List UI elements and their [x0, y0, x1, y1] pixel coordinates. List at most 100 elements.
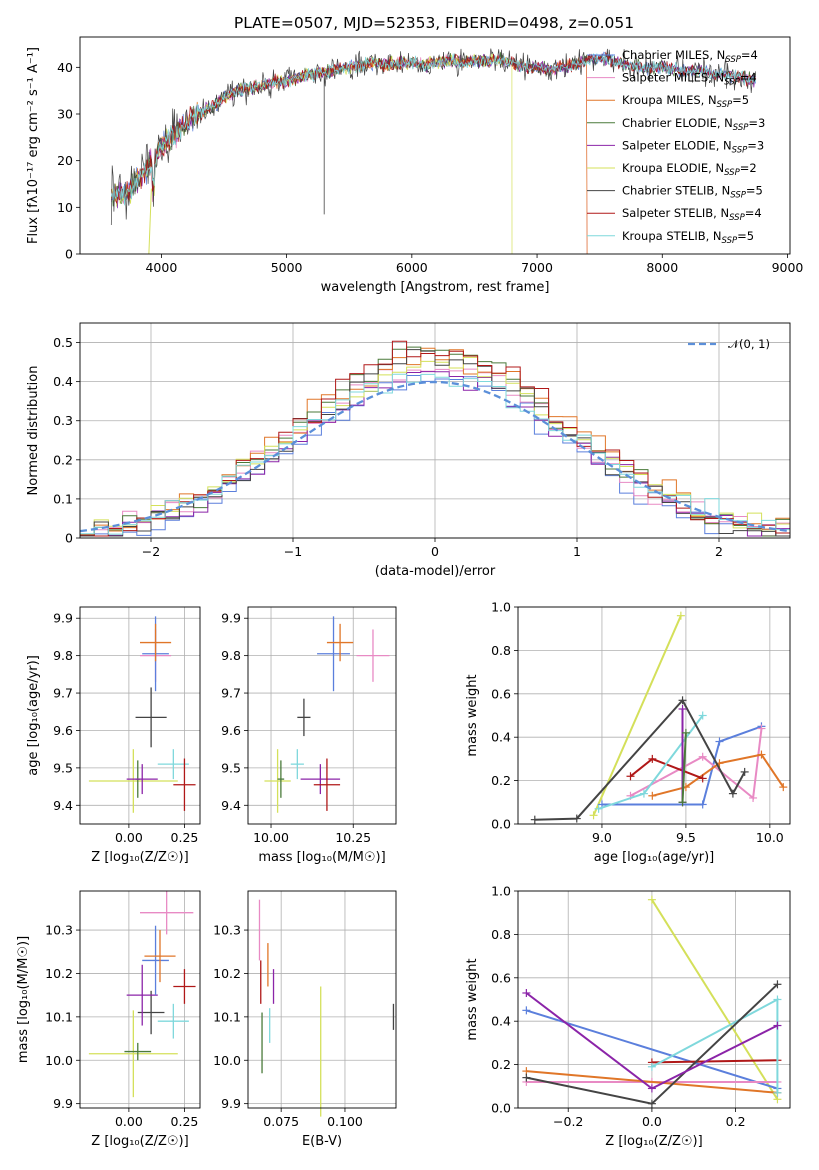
x-tick-label: 0.00: [115, 830, 143, 845]
weight-line: [651, 899, 779, 1100]
y-tick-label: 10.2: [213, 966, 241, 981]
axes-frame: [247, 890, 397, 1109]
x-tick-label: 9.0: [592, 830, 612, 845]
weight-line: [534, 698, 746, 821]
axes-frame: [79, 36, 791, 255]
weight-line: [526, 1009, 778, 1090]
x-axis-label: age [log₁₀(age/yr)]: [594, 850, 715, 865]
spectrum-line: [110, 52, 513, 255]
y-tick-label: 0.0: [491, 1101, 511, 1116]
x-axis-label: Z [log₁₀(Z/Z☉)]: [605, 1134, 702, 1149]
histogram-step: [80, 373, 790, 535]
legend-n: =4: [745, 206, 762, 220]
legend-n: =4: [741, 48, 758, 62]
figure-title: PLATE=0507, MJD=52353, FIBERID=0498, z=0…: [234, 14, 634, 32]
age-vs-metallicity-panel: 0.00 0.25 9.4 9.5 9.6 9.7 9.8 9.9 Z [log₁₀(Z/Z☉)…: [26, 606, 201, 865]
y-tick-label: 10.0: [45, 1053, 73, 1068]
x-tick-label: 9000: [772, 260, 804, 275]
x-tick-label: 0.075: [263, 1114, 299, 1129]
x-tick-label: 2: [715, 544, 723, 559]
y-tick-label: 10.0: [213, 1053, 241, 1068]
x-tick-label: 0.2: [726, 1114, 746, 1129]
axes-frame: [79, 890, 201, 1109]
legend-label: Chabrier MILES, NSSP=4: [622, 48, 758, 65]
y-tick-label: 0.8: [491, 927, 511, 942]
weight-line: [681, 732, 687, 803]
age-vs-mass-panel: 10.00 10.25 9.4 9.5 9.6 9.7 9.8 9.9 mass [log₁₀(…: [221, 606, 397, 865]
x-tick-label: 0.00: [115, 1114, 143, 1129]
legend-subscript: SSP: [730, 191, 746, 201]
y-tick-label: 0.0: [491, 817, 511, 832]
x-axis-label: (data-model)/error: [375, 564, 496, 579]
normal-reference-curve: [79, 380, 791, 533]
legend-n: =3: [747, 138, 764, 152]
legend-n: =5: [732, 93, 749, 107]
histogram-step: [80, 340, 790, 537]
histogram-step: [80, 371, 790, 537]
y-tick-label: 10.3: [45, 923, 73, 938]
legend-label: Salpeter MILES, NSSP=4: [622, 71, 757, 88]
y-tick-label: 9.7: [53, 686, 73, 701]
spectrum-line: [110, 53, 756, 206]
spectrum-line: [110, 54, 588, 255]
y-tick-label: 1.0: [491, 884, 511, 899]
weight-line: [602, 725, 762, 806]
y-tick-label: 9.8: [221, 648, 241, 663]
spectrum-line: [110, 48, 756, 226]
y-tick-label: 9.9: [221, 1096, 241, 1111]
x-tick-label: −2: [142, 544, 160, 559]
axes-frame: [517, 890, 791, 1109]
y-tick-label: 10.3: [213, 923, 241, 938]
y-tick-label: 0.8: [491, 643, 511, 658]
y-tick-label: 9.9: [221, 611, 241, 626]
mass-vs-metallicity-panel: 0.00 0.25 9.9 10.0 10.1 10.2 10.3 Z [log₁₀(Z/Z☉…: [16, 890, 201, 1149]
x-tick-label: 1: [573, 544, 581, 559]
axes-frame: [247, 606, 397, 825]
x-tick-label: 10.0: [756, 830, 784, 845]
legend-subscript: SSP: [733, 123, 749, 133]
y-tick-label: 0.3: [53, 413, 73, 428]
x-axis-label: wavelength [Angstrom, rest frame]: [321, 280, 550, 295]
x-tick-label: 6000: [396, 260, 428, 275]
legend-label: Kroupa STELIB, NSSP=5: [622, 229, 754, 246]
y-tick-label: 9.9: [53, 611, 73, 626]
x-tick-label: 0: [431, 544, 439, 559]
weight-vs-age-panel: 9.0 9.5 10.0 0.0 0.2 0.4 0.6 0.8 1.0 age [log₁₀(a…: [465, 600, 791, 865]
y-axis-label: mass weight: [465, 674, 480, 756]
y-axis-label: mass weight: [465, 958, 480, 1040]
y-tick-label: 0.1: [53, 491, 73, 506]
legend-subscript: SSP: [724, 168, 740, 178]
y-tick-label: 0.5: [53, 335, 73, 350]
y-axis-label: age [log₁₀(age/yr)]: [26, 655, 41, 776]
y-tick-label: 9.4: [221, 798, 241, 813]
x-tick-label: 0.100: [327, 1114, 363, 1129]
weight-line: [652, 753, 785, 797]
y-tick-label: 1.0: [491, 600, 511, 615]
legend-subscript: SSP: [724, 78, 740, 88]
mass-vs-ebv-panel: 0.075 0.100 9.9 10.0 10.1 10.2 10.3 E(B-V): [213, 890, 397, 1149]
y-tick-label: 9.9: [53, 1096, 73, 1111]
x-tick-label: 5000: [271, 260, 303, 275]
y-tick-label: 0.2: [491, 773, 511, 788]
x-tick-label: −1: [284, 544, 302, 559]
y-tick-label: 0.6: [491, 970, 511, 985]
y-axis-label: Flux [fλ10⁻¹⁷ erg cm⁻² s⁻¹ A⁻¹]: [26, 47, 41, 244]
y-tick-label: 10.1: [45, 1009, 73, 1024]
y-tick-label: 9.4: [53, 798, 73, 813]
x-tick-label: 10.00: [253, 830, 289, 845]
y-tick-label: 0.4: [53, 374, 73, 389]
axes-frame: [79, 606, 201, 825]
y-tick-label: 9.7: [221, 686, 241, 701]
legend-label: Chabrier STELIB, NSSP=5: [622, 184, 763, 201]
x-tick-label: 0.0: [642, 1114, 662, 1129]
y-tick-label: 9.8: [53, 648, 73, 663]
y-tick-label: 10.2: [45, 966, 73, 981]
y-tick-label: 10: [57, 200, 73, 215]
legend-subscript: SSP: [725, 55, 741, 65]
axes-frame: [79, 322, 791, 539]
y-axis-label: mass [log₁₀(M/M☉)]: [16, 936, 31, 1063]
x-axis-label: Z [log₁₀(Z/Z☉)]: [91, 850, 188, 865]
legend-n: =4: [740, 71, 757, 85]
legend-label: Salpeter STELIB, NSSP=4: [622, 206, 762, 223]
